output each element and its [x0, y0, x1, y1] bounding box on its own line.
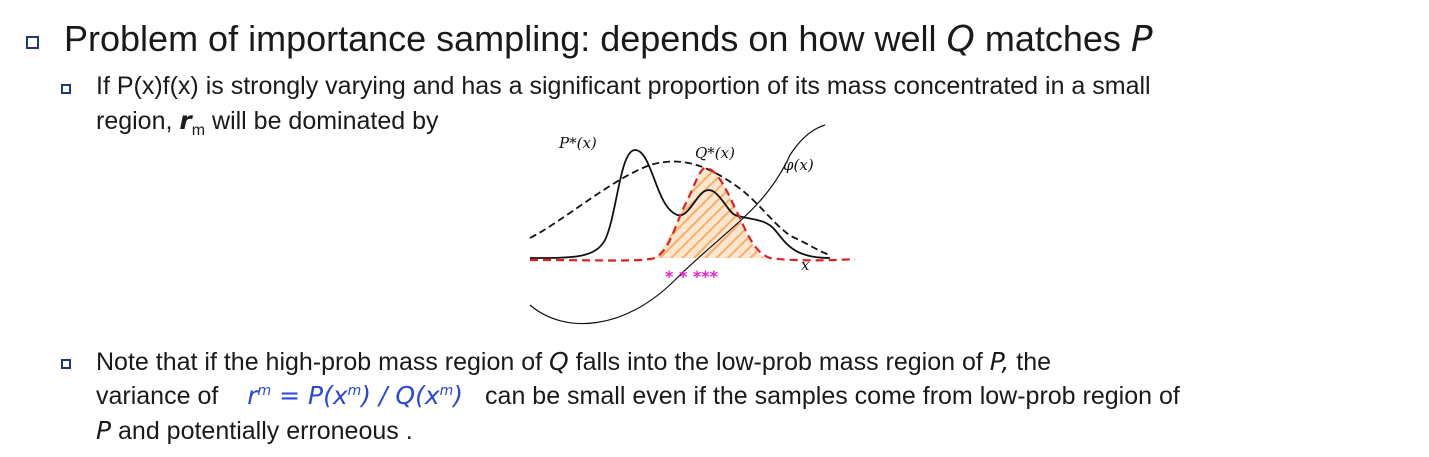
bullet2-line1: Note that if the high-prob mass region o…: [96, 347, 1052, 376]
proposal-curve: [529, 166, 856, 262]
phi-label: φ(x): [783, 156, 814, 174]
sub-bullet-icon: [61, 359, 71, 369]
slide-headline: Problem of importance sampling: depends …: [64, 18, 1153, 60]
sub-bullet-icon: [61, 84, 71, 94]
sample-marks: * * ***: [665, 267, 719, 286]
weight-formula: rm = P(xm) / Q(xm): [247, 381, 464, 410]
q-star-label: Q*(x): [695, 144, 735, 162]
proposal-hatched-area: [655, 168, 765, 258]
bullet1-line2: region, rm will be dominated by: [96, 106, 439, 139]
p-star-label: P*(x): [558, 134, 597, 152]
bullet1-line1: If P(x)f(x) is strongly varying and has …: [96, 72, 1151, 100]
importance-sampling-figure: P*(x) Q*(x) φ(x) x * * ***: [529, 124, 856, 325]
broad-dashed-curve: [529, 160, 831, 256]
target-curve: [529, 149, 831, 259]
x-axis-label: x: [801, 256, 810, 274]
phi-curve: [529, 124, 826, 325]
bullet2-line3: P and potentially erroneous .: [96, 416, 413, 445]
bullet2-line2: variance of rm = P(xm) / Q(xm) can be sma…: [96, 381, 1180, 410]
main-bullet-icon: [26, 36, 39, 49]
